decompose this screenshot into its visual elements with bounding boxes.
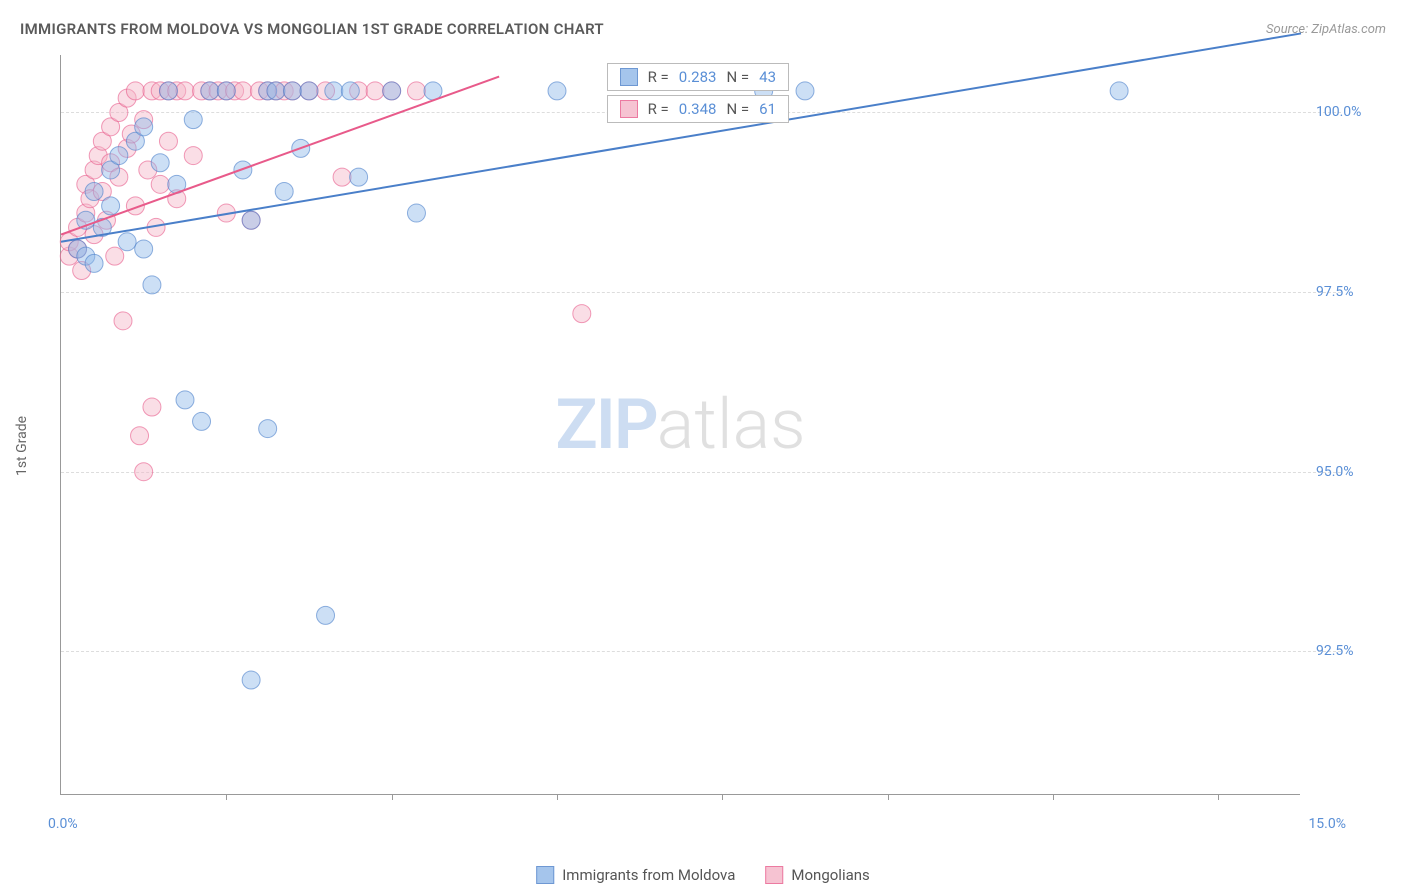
scatter-point-a [407,204,425,222]
scatter-point-a [796,82,814,100]
legend-bottom-swatch-b [765,866,783,884]
scatter-point-b [573,305,591,323]
y-tick-label: 100.0% [1316,104,1386,120]
scatter-point-b [366,82,384,100]
scatter-point-a [350,168,368,186]
scatter-point-a [159,82,177,100]
legend-series-a: R = 0.283 N = 43 [607,63,789,91]
legend-bottom-label-a: Immigrants from Moldova [562,866,735,884]
chart-plot-area: ZIPatlas R = 0.283 N = 43 R = 0.348 N = … [60,55,1300,795]
x-tick [226,794,227,800]
x-tick [557,794,558,800]
legend-bottom-item-b: Mongolians [765,866,869,884]
scatter-point-b [234,82,252,100]
legend-r-label-b: R = [648,100,669,118]
y-tick-label: 92.5% [1316,643,1386,659]
scatter-point-b [126,82,144,100]
scatter-point-a [135,118,153,136]
legend-n-label-a: N = [726,68,749,86]
scatter-point-b [176,82,194,100]
scatter-point-a [1110,82,1128,100]
legend-swatch-b [620,100,638,118]
legend-r-label-a: R = [648,68,669,86]
legend-r-value-b: 0.348 [679,100,717,118]
scatter-point-a [102,197,120,215]
scatter-point-a [300,82,318,100]
legend-bottom-label-b: Mongolians [791,866,869,884]
legend-series-b: R = 0.348 N = 61 [607,95,789,123]
x-axis-min-label: 0.0% [48,816,78,832]
scatter-point-b [151,175,169,193]
legend-n-label-b: N = [726,100,749,118]
legend-swatch-a [620,68,638,86]
scatter-point-b [143,398,161,416]
scatter-point-a [193,412,211,430]
scatter-point-a [259,420,277,438]
x-tick [722,794,723,800]
legend-n-value-a: 43 [759,68,776,86]
scatter-point-b [114,312,132,330]
scatter-point-b [106,247,124,265]
x-tick [1053,794,1054,800]
scatter-point-b [407,82,425,100]
x-tick [1218,794,1219,800]
legend-bottom-swatch-a [536,866,554,884]
x-axis-max-label: 15.0% [1308,816,1346,832]
chart-title: IMMIGRANTS FROM MOLDOVA VS MONGOLIAN 1ST… [20,20,604,38]
scatter-point-a [184,111,202,129]
scatter-point-a [110,147,128,165]
scatter-point-a [548,82,566,100]
scatter-point-a [383,82,401,100]
scatter-point-a [143,276,161,294]
scatter-point-a [151,154,169,172]
scatter-point-b [159,132,177,150]
y-axis-label: 1st Grade [14,416,30,476]
scatter-point-a [118,233,136,251]
legend-r-value-a: 0.283 [679,68,717,86]
scatter-point-a [267,82,285,100]
scatter-point-a [85,254,103,272]
scatter-point-a [341,82,359,100]
scatter-point-a [176,391,194,409]
scatter-point-b [184,147,202,165]
scatter-point-a [135,240,153,258]
x-tick [888,794,889,800]
scatter-point-b [333,168,351,186]
scatter-point-a [85,183,103,201]
scatter-point-a [242,671,260,689]
scatter-point-a [275,183,293,201]
x-tick [392,794,393,800]
scatter-point-b [131,427,149,445]
legend-bottom-item-a: Immigrants from Moldova [536,866,735,884]
scatter-point-a [201,82,219,100]
legend-bottom: Immigrants from Moldova Mongolians [536,866,870,884]
scatter-svg [61,55,1301,795]
scatter-point-a [283,82,301,100]
source-attribution: Source: ZipAtlas.com [1266,22,1386,37]
scatter-point-a [325,82,343,100]
scatter-point-a [317,606,335,624]
legend-n-value-b: 61 [759,100,776,118]
scatter-point-a [242,211,260,229]
y-tick-label: 95.0% [1316,464,1386,480]
y-tick-label: 97.5% [1316,284,1386,300]
scatter-point-b [135,463,153,481]
scatter-point-a [217,82,235,100]
